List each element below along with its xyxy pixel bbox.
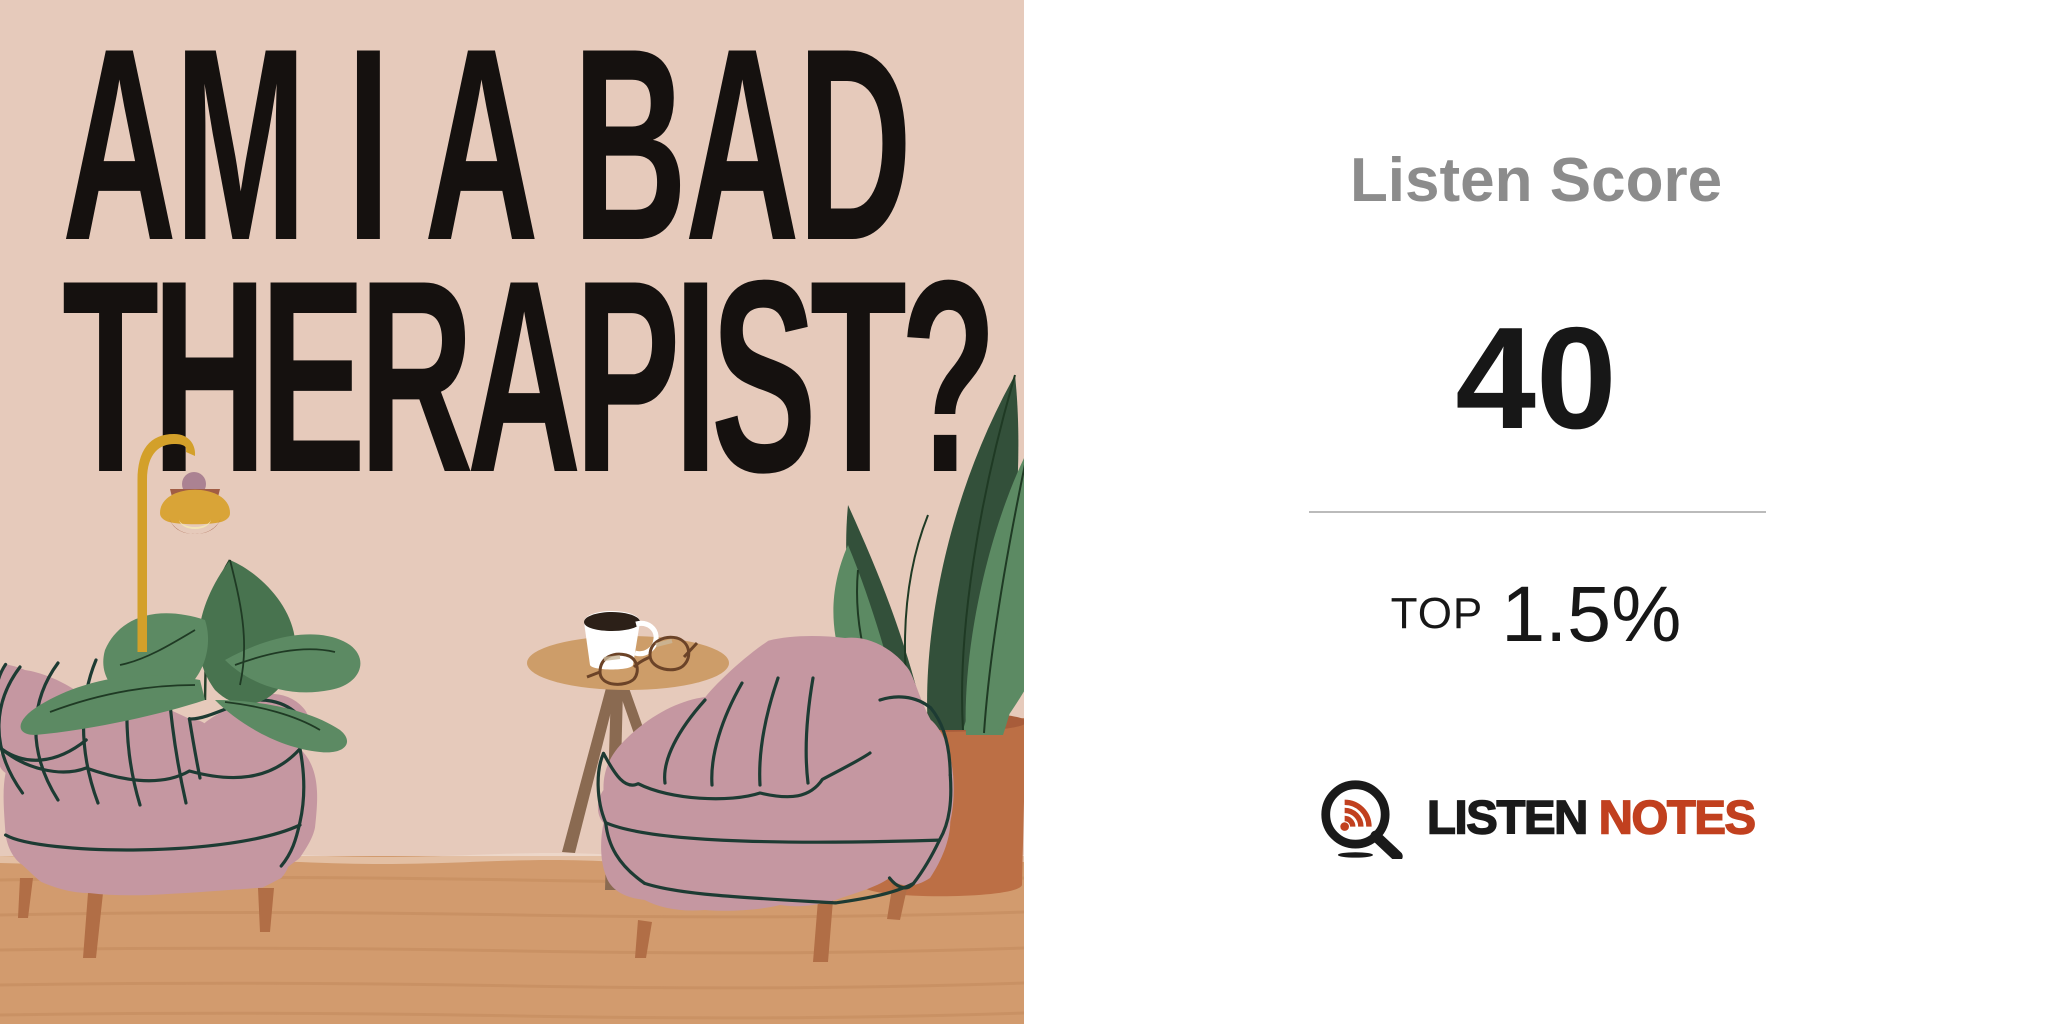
svg-text:LISTEN NOTES: LISTEN NOTES (1427, 791, 1755, 844)
